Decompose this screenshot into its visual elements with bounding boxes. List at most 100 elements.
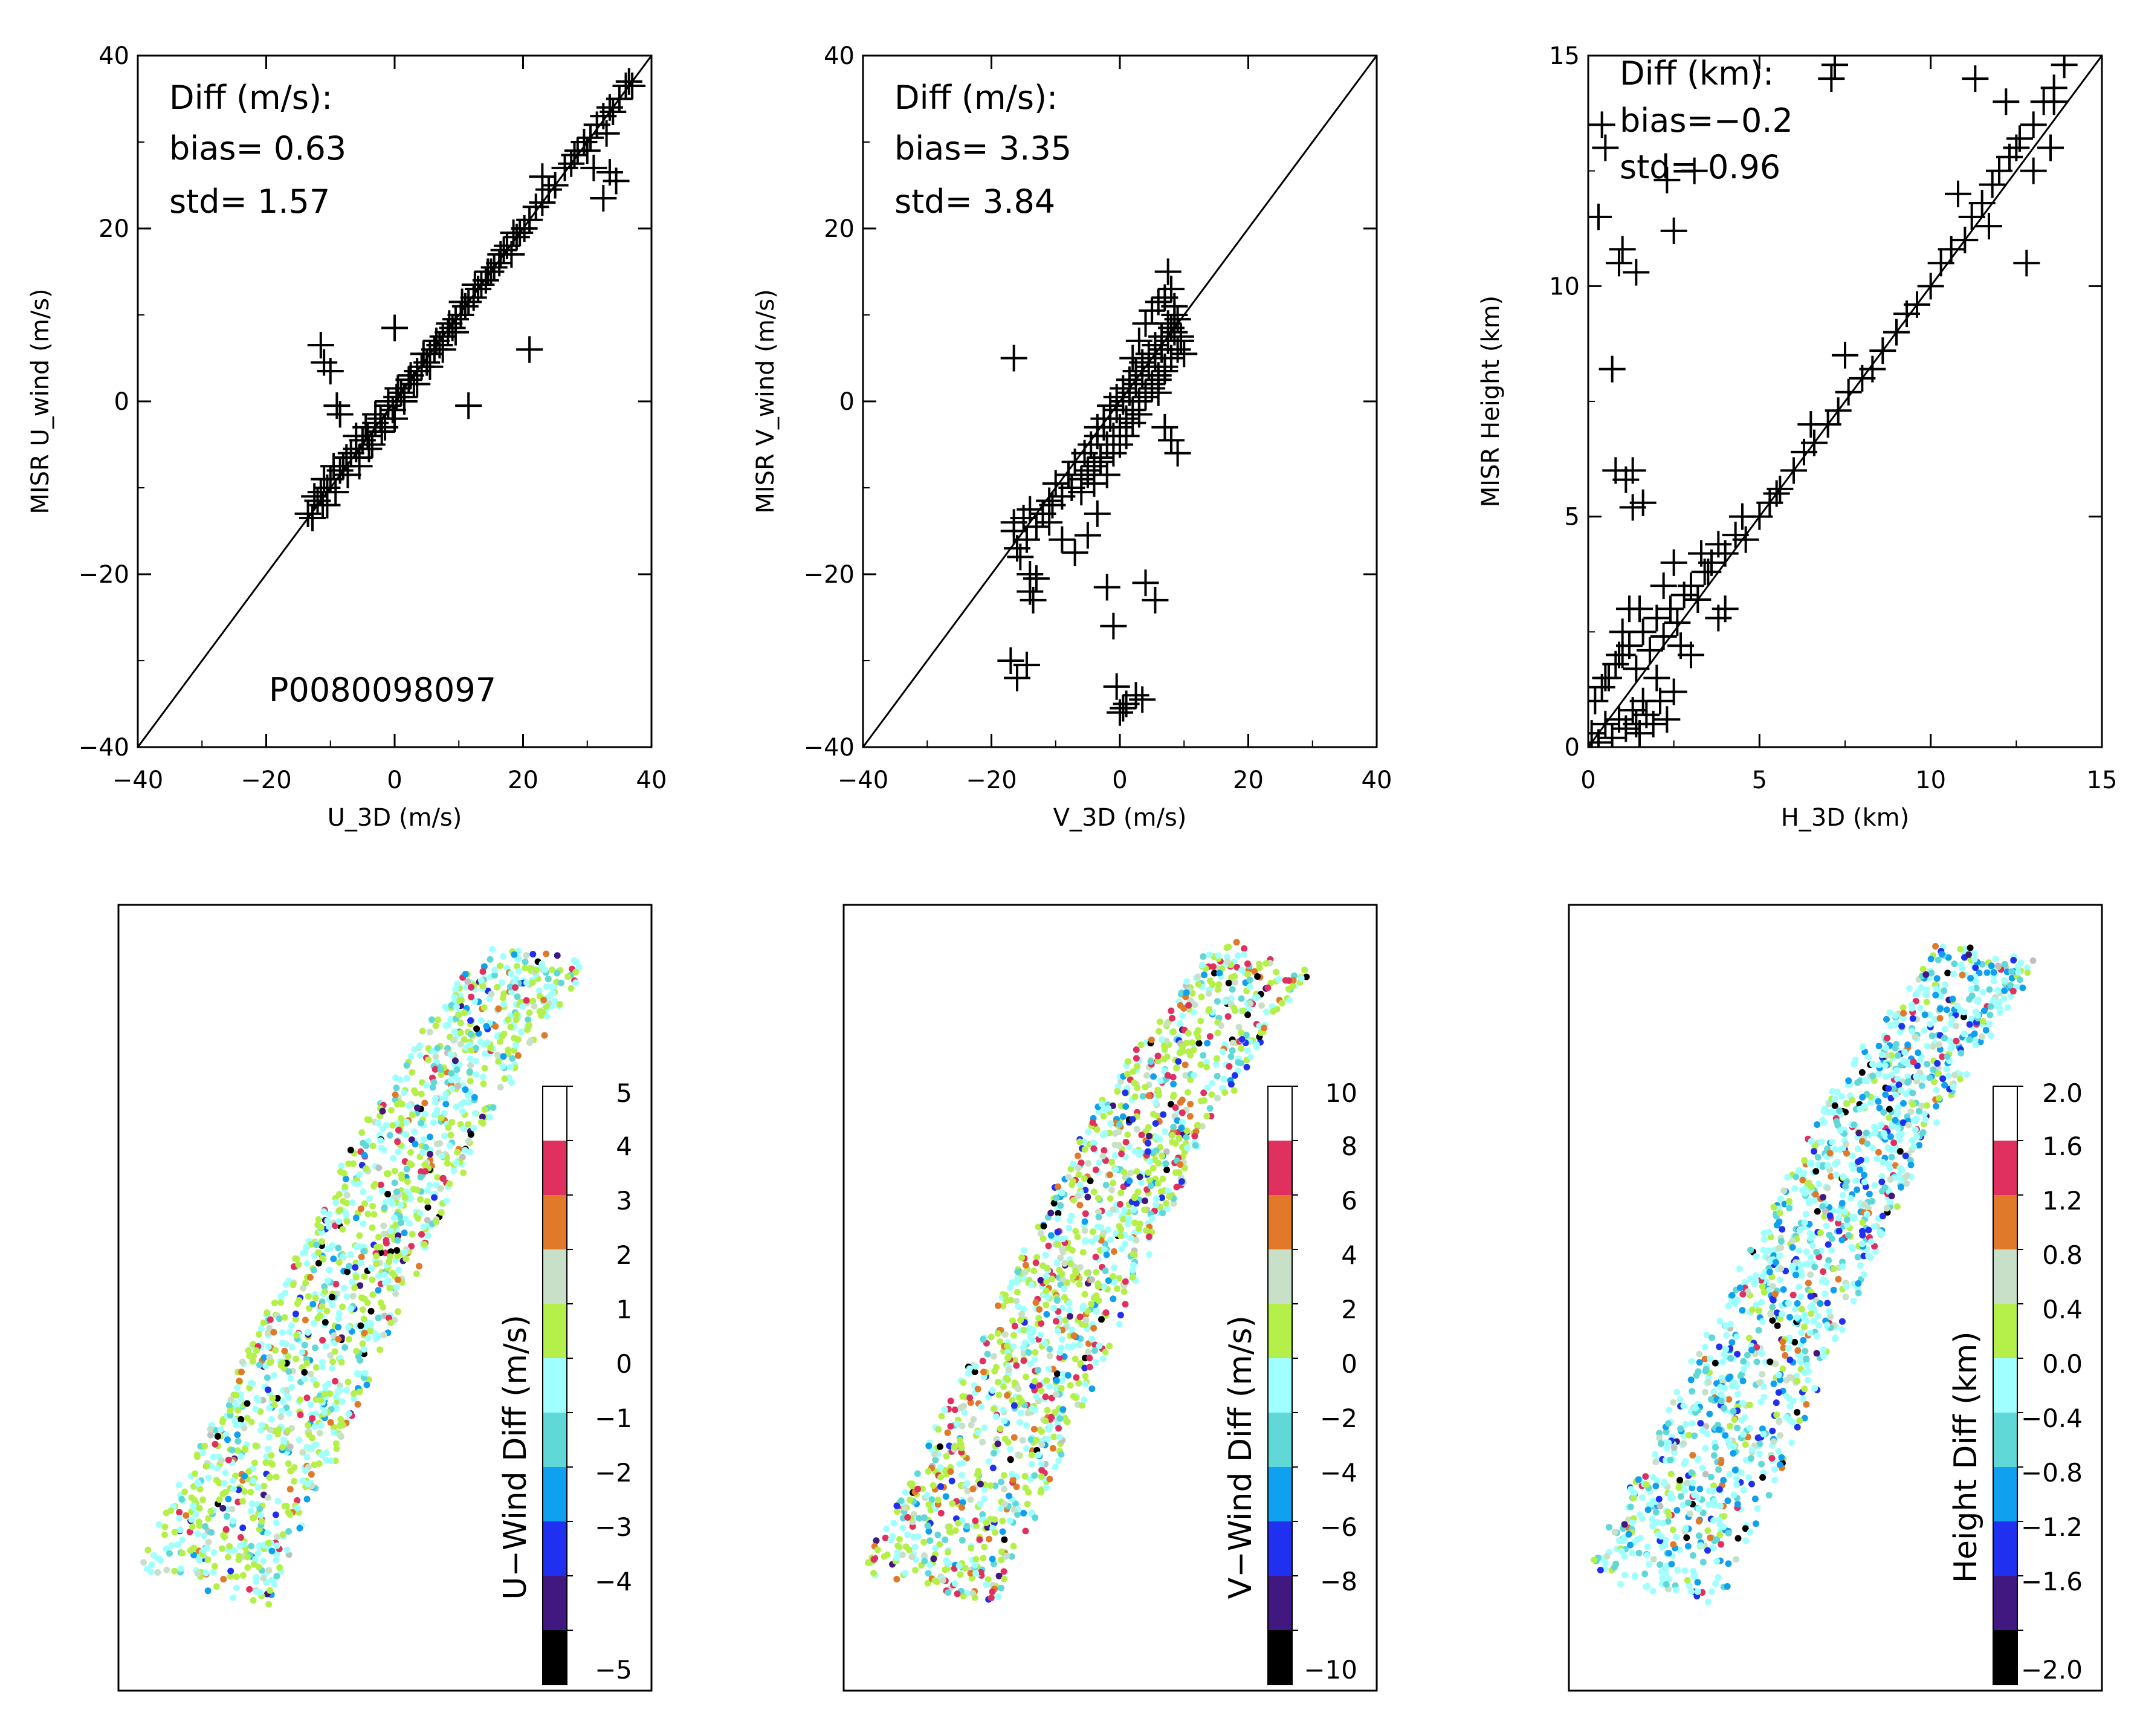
swath-point xyxy=(360,1188,367,1196)
swath-point xyxy=(309,1301,317,1308)
swath-point xyxy=(437,1066,444,1073)
swath-point xyxy=(253,1394,260,1402)
swath-point xyxy=(1100,1355,1107,1362)
swath-point xyxy=(1838,1326,1846,1333)
swath-point xyxy=(1047,1232,1055,1239)
swath-point xyxy=(363,1165,370,1172)
swath-point xyxy=(230,1391,238,1399)
swath-point xyxy=(1775,1389,1782,1396)
y-tick-label: 0 xyxy=(839,388,855,416)
data-point xyxy=(1142,586,1169,614)
swath-point xyxy=(481,1064,488,1072)
swath-point xyxy=(1090,1139,1097,1147)
swath-point xyxy=(1187,997,1194,1004)
swath-point xyxy=(1980,1007,1988,1014)
data-point xyxy=(416,353,444,380)
swath-point xyxy=(238,1368,245,1376)
swath-point xyxy=(461,1036,468,1043)
swath-point xyxy=(335,1245,342,1252)
swath-point xyxy=(989,1555,996,1563)
swath-point xyxy=(1710,1482,1718,1489)
swath-point xyxy=(1725,1303,1732,1310)
swath-point xyxy=(1684,1543,1692,1550)
stats-line: Diff (km): xyxy=(1620,54,1774,92)
swath-point xyxy=(1727,1373,1734,1381)
swath-point xyxy=(219,1419,226,1426)
swath-point xyxy=(446,1142,453,1149)
swath-point xyxy=(318,1238,326,1245)
swath-point xyxy=(279,1531,286,1538)
swath-point xyxy=(1650,1497,1657,1504)
swath-point xyxy=(1796,1226,1803,1234)
data-point xyxy=(1007,543,1034,571)
swath-point xyxy=(1661,1479,1668,1486)
swath-point xyxy=(406,1160,413,1167)
colorbar-tick-label: 3 xyxy=(616,1186,632,1216)
swath-point xyxy=(1644,1506,1652,1514)
swath-point xyxy=(1704,1547,1711,1554)
swath-point xyxy=(1930,1078,1938,1086)
swath-point xyxy=(287,1468,294,1475)
swath-point xyxy=(266,1405,273,1412)
swath-point xyxy=(1122,1278,1129,1285)
swath-point xyxy=(2015,968,2022,976)
swath-point xyxy=(241,1445,248,1453)
swath-point xyxy=(958,1422,966,1430)
swath-point xyxy=(1801,1385,1808,1393)
swath-point xyxy=(455,1011,462,1019)
swath-point xyxy=(222,1526,230,1533)
swath-point xyxy=(902,1570,909,1577)
swath-point xyxy=(1805,1197,1812,1205)
data-point xyxy=(1129,686,1156,713)
swath-point xyxy=(1966,1036,1973,1043)
swath-point xyxy=(893,1502,900,1509)
swath-point xyxy=(511,951,518,958)
swath-point xyxy=(1760,1289,1768,1296)
swath-point xyxy=(1001,1417,1008,1425)
swath-point xyxy=(965,1370,972,1377)
swath-point xyxy=(1017,1317,1024,1324)
swath-point xyxy=(1076,1202,1084,1209)
swath-point xyxy=(1120,1168,1128,1176)
swath-point xyxy=(1133,1125,1140,1133)
swath-point xyxy=(283,1546,291,1553)
swath-point xyxy=(1773,1399,1780,1407)
swath-point xyxy=(1893,1203,1901,1210)
swath-point xyxy=(1056,1349,1064,1356)
swath-point xyxy=(508,988,515,996)
swath-point xyxy=(1749,1306,1756,1313)
swath-point xyxy=(1705,1374,1712,1381)
swath-point xyxy=(230,1594,237,1601)
swath-point xyxy=(1767,1311,1774,1318)
swath-point xyxy=(1224,958,1231,965)
swath-point xyxy=(1159,1152,1166,1159)
swath-point xyxy=(1029,1405,1036,1412)
swath-point xyxy=(1059,1236,1067,1243)
swath-point xyxy=(951,1565,958,1572)
swath-point xyxy=(1936,1005,1944,1012)
swath-point xyxy=(384,1191,392,1197)
swath-point xyxy=(1124,1220,1131,1228)
x-tick-label: 40 xyxy=(1362,766,1392,794)
swath-point xyxy=(1683,1534,1690,1541)
swath-point xyxy=(1096,1342,1103,1350)
swath-point xyxy=(302,1467,309,1474)
data-point xyxy=(1164,439,1191,467)
swath-point xyxy=(954,1590,961,1598)
swath-point xyxy=(1733,1475,1741,1482)
swath-point xyxy=(402,1216,409,1223)
data-point xyxy=(1013,652,1040,679)
swath-point xyxy=(1962,945,1969,953)
swath-point xyxy=(1059,1406,1067,1413)
swath-point xyxy=(411,1046,418,1053)
colorbar-tick-label: 5 xyxy=(616,1078,632,1108)
swath-point xyxy=(1084,1269,1091,1277)
swath-point xyxy=(269,1461,276,1468)
swath-point xyxy=(1730,1491,1738,1498)
swath-point xyxy=(1932,991,1939,999)
swath-point xyxy=(1774,1322,1781,1329)
swath-point xyxy=(1941,1026,1948,1032)
swath-point xyxy=(1190,1046,1197,1054)
swath-point xyxy=(946,1442,953,1449)
swath-point xyxy=(462,983,470,991)
